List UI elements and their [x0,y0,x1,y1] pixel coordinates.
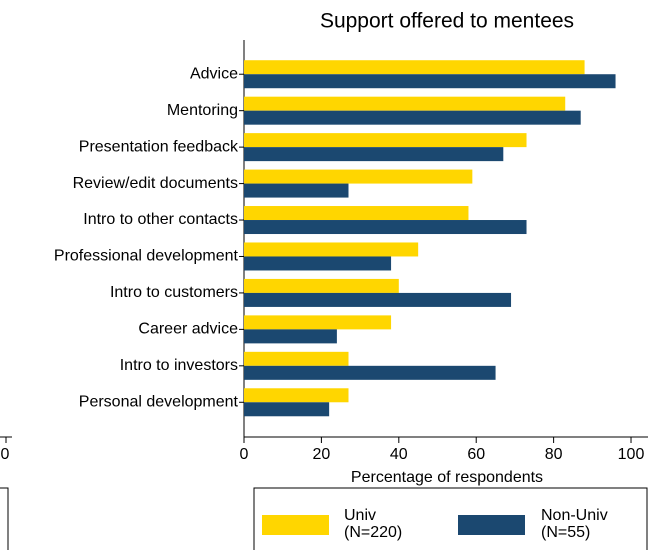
y-tick-label: Intro to investors [120,357,238,374]
y-tick-label: Personal development [79,393,239,410]
x-tick-label: 60 [467,446,485,463]
bar [244,351,349,366]
bar [244,292,512,307]
bar [244,220,527,235]
y-tick-label: Presentation feedback [79,138,239,155]
bar [244,315,392,330]
legend-swatch [458,515,525,535]
y-tick-label: Career advice [138,321,238,338]
y-tick-label: Advice [190,65,238,82]
bar [244,74,616,89]
legend-label: Non-Univ (N=55) [541,507,608,541]
x-tick-label: 100 [618,446,645,463]
bar [244,147,504,162]
x-tick-label: 0 [1,446,10,463]
bar [244,96,566,111]
bar [244,402,330,417]
bar [244,388,349,403]
y-tick-label: Review/edit documents [73,175,238,192]
y-tick-label: Intro to customers [110,284,238,301]
x-axis-label: Percentage of respondents [351,469,543,486]
left-legend-fragment [0,487,9,550]
bar [244,110,581,125]
bar [244,365,496,380]
bar [244,278,399,293]
bar [244,256,392,271]
y-tick-label: Professional development [54,248,239,265]
bar [244,206,469,221]
bar [244,133,527,148]
bar [244,242,419,257]
bar [244,169,473,184]
x-tick-label: 0 [240,446,249,463]
bar [244,60,585,75]
y-tick-label: Mentoring [167,102,238,119]
x-tick-label: 40 [390,446,408,463]
bar [244,329,337,344]
bar [244,183,349,198]
legend-swatch [262,515,329,535]
x-tick-label: 80 [545,446,563,463]
legend-box [253,487,648,550]
legend-label: Univ (N=220) [344,507,403,541]
x-tick-label: 20 [313,446,331,463]
y-tick-label: Intro to other contacts [83,211,238,228]
chart-title: Support offered to mentees [320,10,574,33]
